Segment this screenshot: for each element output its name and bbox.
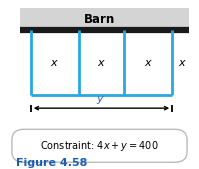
Text: x: x: [179, 58, 185, 68]
Bar: [20, 8, 189, 30]
Text: x: x: [97, 58, 104, 68]
Text: y: y: [96, 94, 103, 104]
Text: Figure 4.58: Figure 4.58: [16, 158, 87, 168]
Text: Barn: Barn: [84, 13, 115, 26]
Text: x: x: [144, 58, 151, 68]
FancyBboxPatch shape: [12, 129, 187, 162]
Text: x: x: [50, 58, 57, 68]
Text: Constraint: $4x + y = 400$: Constraint: $4x + y = 400$: [40, 139, 159, 153]
